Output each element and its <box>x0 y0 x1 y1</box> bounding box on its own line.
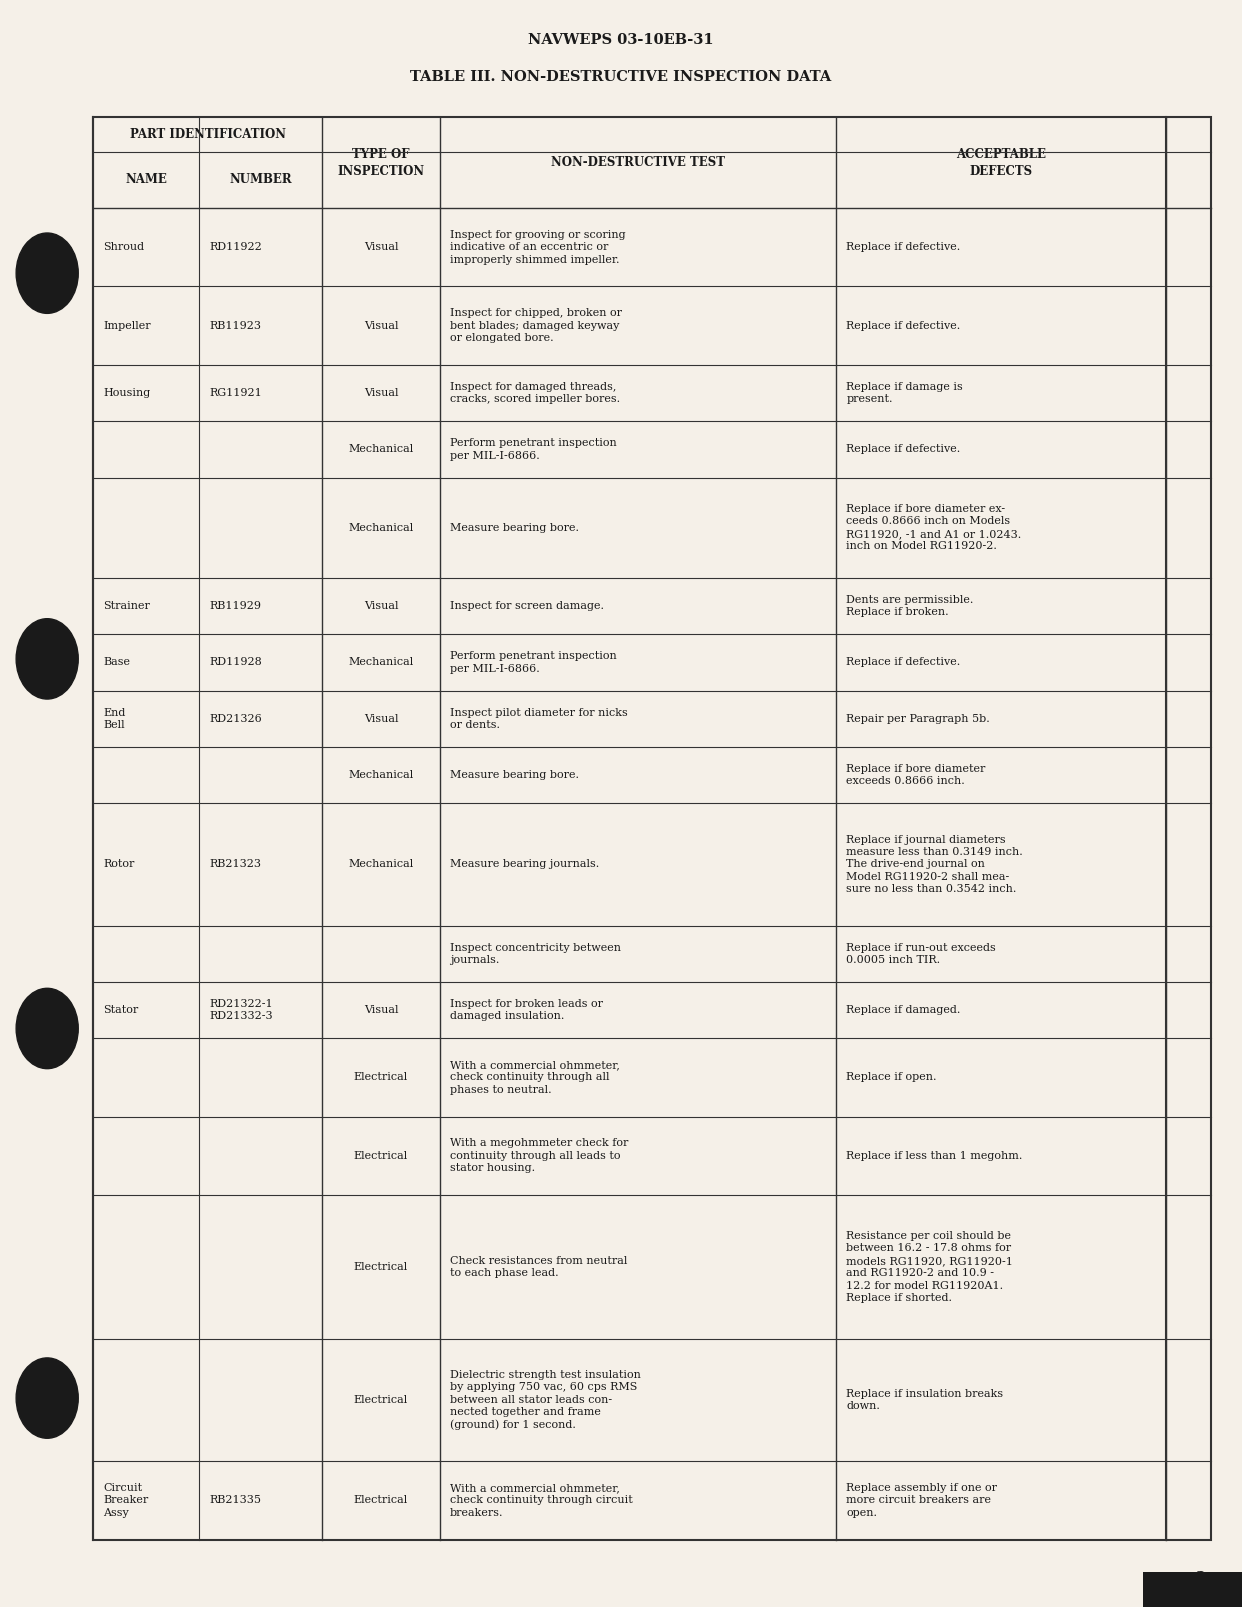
Text: RB11923: RB11923 <box>209 321 261 331</box>
Text: Inspect for screen damage.: Inspect for screen damage. <box>450 601 604 611</box>
Text: Inspect concentricity between
journals.: Inspect concentricity between journals. <box>450 943 621 964</box>
Text: Visual: Visual <box>364 387 399 399</box>
Text: Replace if damage is
present.: Replace if damage is present. <box>847 382 964 405</box>
Bar <box>93 117 1211 1540</box>
Text: Mechanical: Mechanical <box>348 860 414 869</box>
Text: NON-DESTRUCTIVE TEST: NON-DESTRUCTIVE TEST <box>551 156 725 169</box>
Text: Electrical: Electrical <box>354 1261 409 1273</box>
Text: Visual: Visual <box>364 601 399 611</box>
Text: End
Bell: End Bell <box>103 707 125 730</box>
Text: Mechanical: Mechanical <box>348 657 414 667</box>
Text: 3: 3 <box>1195 1572 1205 1585</box>
Text: RB21323: RB21323 <box>209 860 261 869</box>
Text: Mechanical: Mechanical <box>348 522 414 532</box>
Text: RD21326: RD21326 <box>209 714 262 723</box>
Text: Perform penetrant inspection
per MIL-I-6866.: Perform penetrant inspection per MIL-I-6… <box>450 439 616 461</box>
Text: Circuit
Breaker
Assy: Circuit Breaker Assy <box>103 1483 148 1517</box>
Text: NUMBER: NUMBER <box>230 174 292 186</box>
Text: Mechanical: Mechanical <box>348 770 414 779</box>
Text: Inspect for chipped, broken or
bent blades; damaged keyway
or elongated bore.: Inspect for chipped, broken or bent blad… <box>450 309 621 342</box>
Text: Base: Base <box>103 657 130 667</box>
Text: Repair per Paragraph 5b.: Repair per Paragraph 5b. <box>847 714 990 723</box>
Text: TYPE OF
INSPECTION: TYPE OF INSPECTION <box>338 148 425 178</box>
Text: NAME: NAME <box>125 174 168 186</box>
Text: Measure bearing bore.: Measure bearing bore. <box>450 770 579 779</box>
Text: RD21322-1
RD21332-3: RD21322-1 RD21332-3 <box>209 1000 273 1022</box>
Circle shape <box>16 1358 78 1438</box>
Text: Check resistances from neutral
to each phase lead.: Check resistances from neutral to each p… <box>450 1255 627 1278</box>
Text: With a commercial ohmmeter,
check continuity through all
phases to neutral.: With a commercial ohmmeter, check contin… <box>450 1061 620 1094</box>
Text: Inspect for grooving or scoring
indicative of an eccentric or
improperly shimmed: Inspect for grooving or scoring indicati… <box>450 230 625 265</box>
Text: Rotor: Rotor <box>103 860 134 869</box>
Text: RB21335: RB21335 <box>209 1496 261 1506</box>
Text: Strainer: Strainer <box>103 601 150 611</box>
Text: Visual: Visual <box>364 321 399 331</box>
Text: Replace if damaged.: Replace if damaged. <box>847 1004 961 1016</box>
Text: Inspect for damaged threads,
cracks, scored impeller bores.: Inspect for damaged threads, cracks, sco… <box>450 382 620 405</box>
Text: Measure bearing journals.: Measure bearing journals. <box>450 860 599 869</box>
Circle shape <box>16 233 78 313</box>
Circle shape <box>16 619 78 699</box>
Text: Replace if open.: Replace if open. <box>847 1072 936 1083</box>
Text: Measure bearing bore.: Measure bearing bore. <box>450 522 579 532</box>
Text: RD11928: RD11928 <box>209 657 262 667</box>
Text: Impeller: Impeller <box>103 321 150 331</box>
Text: RG11921: RG11921 <box>209 387 262 399</box>
Text: Dents are permissible.
Replace if broken.: Dents are permissible. Replace if broken… <box>847 595 974 617</box>
Text: Replace if insulation breaks
down.: Replace if insulation breaks down. <box>847 1388 1004 1411</box>
Text: With a commercial ohmmeter,
check continuity through circuit
breakers.: With a commercial ohmmeter, check contin… <box>450 1483 632 1517</box>
Text: Inspect for broken leads or
damaged insulation.: Inspect for broken leads or damaged insu… <box>450 1000 602 1022</box>
Text: Visual: Visual <box>364 243 399 252</box>
Text: Visual: Visual <box>364 1004 399 1016</box>
Text: Mechanical: Mechanical <box>348 445 414 455</box>
Circle shape <box>16 988 78 1069</box>
Text: Perform penetrant inspection
per MIL-I-6866.: Perform penetrant inspection per MIL-I-6… <box>450 651 616 673</box>
Text: Dielectric strength test insulation
by applying 750 vac, 60 cps RMS
between all : Dielectric strength test insulation by a… <box>450 1369 641 1430</box>
Text: Replace if defective.: Replace if defective. <box>847 321 960 331</box>
Text: RB11929: RB11929 <box>209 601 261 611</box>
Text: Visual: Visual <box>364 714 399 723</box>
Text: RD11922: RD11922 <box>209 243 262 252</box>
Text: Electrical: Electrical <box>354 1496 409 1506</box>
Text: Shroud: Shroud <box>103 243 144 252</box>
Text: PART IDENTIFICATION: PART IDENTIFICATION <box>129 129 286 141</box>
Text: Replace if defective.: Replace if defective. <box>847 445 960 455</box>
Text: ACCEPTABLE
DEFECTS: ACCEPTABLE DEFECTS <box>956 148 1046 178</box>
Text: Replace if run-out exceeds
0.0005 inch TIR.: Replace if run-out exceeds 0.0005 inch T… <box>847 943 996 964</box>
Text: Replace if less than 1 megohm.: Replace if less than 1 megohm. <box>847 1151 1023 1160</box>
Text: Replace assembly if one or
more circuit breakers are
open.: Replace assembly if one or more circuit … <box>847 1483 997 1517</box>
Text: Replace if journal diameters
measure less than 0.3149 inch.
The drive-end journa: Replace if journal diameters measure les… <box>847 834 1023 893</box>
Text: Electrical: Electrical <box>354 1395 409 1405</box>
Text: Replace if defective.: Replace if defective. <box>847 243 960 252</box>
Text: Stator: Stator <box>103 1004 138 1016</box>
Text: Housing: Housing <box>103 387 150 399</box>
Text: Replace if bore diameter
exceeds 0.8666 inch.: Replace if bore diameter exceeds 0.8666 … <box>847 763 986 786</box>
Text: Resistance per coil should be
between 16.2 - 17.8 ohms for
models RG11920, RG119: Resistance per coil should be between 16… <box>847 1231 1013 1303</box>
Text: With a megohmmeter check for
continuity through all leads to
stator housing.: With a megohmmeter check for continuity … <box>450 1138 628 1173</box>
Text: Electrical: Electrical <box>354 1072 409 1083</box>
Text: Electrical: Electrical <box>354 1151 409 1160</box>
Text: TABLE III. NON-DESTRUCTIVE INSPECTION DATA: TABLE III. NON-DESTRUCTIVE INSPECTION DA… <box>410 71 832 84</box>
Text: Replace if defective.: Replace if defective. <box>847 657 960 667</box>
Text: Replace if bore diameter ex-
ceeds 0.8666 inch on Models
RG11920, -1 and A1 or 1: Replace if bore diameter ex- ceeds 0.866… <box>847 505 1022 551</box>
Text: NAVWEPS 03-10EB-31: NAVWEPS 03-10EB-31 <box>528 34 714 47</box>
Bar <box>1143 1572 1242 1607</box>
Text: Inspect pilot diameter for nicks
or dents.: Inspect pilot diameter for nicks or dent… <box>450 707 627 730</box>
